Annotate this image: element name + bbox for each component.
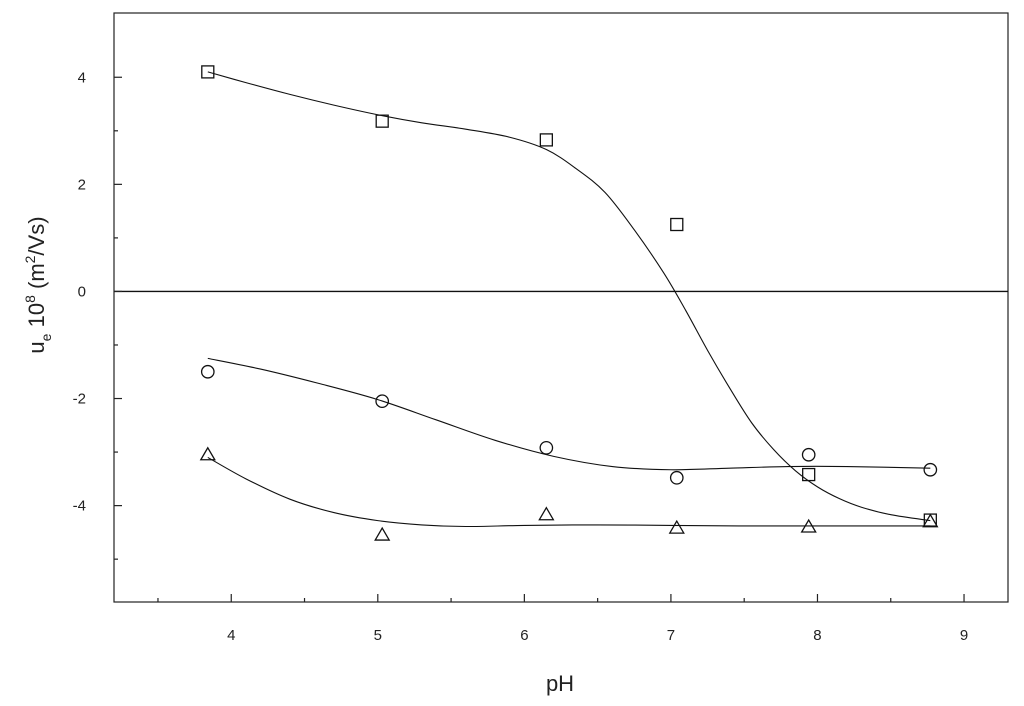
y-axis-title-exponent: 8	[22, 295, 38, 303]
y-axis-title-unit-open: (m	[24, 263, 49, 295]
plot-area	[113, 12, 1009, 603]
y-tick-label: -2	[73, 391, 86, 408]
circle-series	[200, 357, 938, 485]
x-tick-label: 5	[374, 627, 382, 644]
triangle-series	[199, 446, 939, 541]
x-tick-label: 8	[813, 627, 821, 644]
triangle-point	[374, 526, 391, 541]
y-axis-title-base: u	[24, 341, 49, 353]
y-tick-label: 0	[78, 283, 86, 300]
y-tick-label: -4	[73, 498, 86, 515]
circle-fit-curve	[207, 357, 931, 471]
circle-point	[923, 462, 938, 477]
square-point	[375, 114, 389, 128]
y-tick-label: 2	[78, 176, 86, 193]
x-tick-label: 9	[960, 627, 968, 644]
axis-ticks	[114, 76, 965, 602]
triangle-point	[668, 519, 685, 534]
y-axis-title-unit-exponent: 2	[22, 255, 38, 263]
square-point	[802, 467, 816, 482]
circle-point	[539, 440, 554, 455]
x-tick-label: 7	[667, 627, 675, 644]
square-point	[670, 217, 684, 232]
circle-point	[801, 447, 816, 462]
x-tick-label: 6	[520, 627, 528, 644]
triangle-point	[538, 506, 555, 521]
triangle-point	[800, 518, 817, 533]
y-axis-title-mid: 10	[24, 303, 49, 334]
x-axis-title: pH	[546, 671, 574, 696]
y-axis-title-subscript: e	[38, 333, 54, 341]
square-fit-curve	[207, 71, 931, 522]
y-axis-title-unit-close: /Vs)	[24, 216, 49, 255]
y-tick-label: 4	[78, 69, 86, 86]
square-series	[201, 65, 937, 527]
tick-labels: 4 5 6 7 8 9 -4 -2 0 2 4	[73, 69, 969, 644]
triangle-point	[922, 513, 939, 528]
y-axis-title: ue 108 (m2/Vs)	[22, 216, 54, 353]
circle-point	[375, 394, 390, 409]
square-point	[201, 65, 215, 79]
circle-point	[669, 470, 684, 485]
x-tick-label: 4	[227, 627, 235, 644]
square-point	[539, 133, 553, 147]
triangle-fit-curve	[207, 456, 931, 528]
plot-frame	[113, 12, 1009, 603]
circle-point	[200, 364, 215, 379]
triangle-point	[199, 446, 216, 461]
